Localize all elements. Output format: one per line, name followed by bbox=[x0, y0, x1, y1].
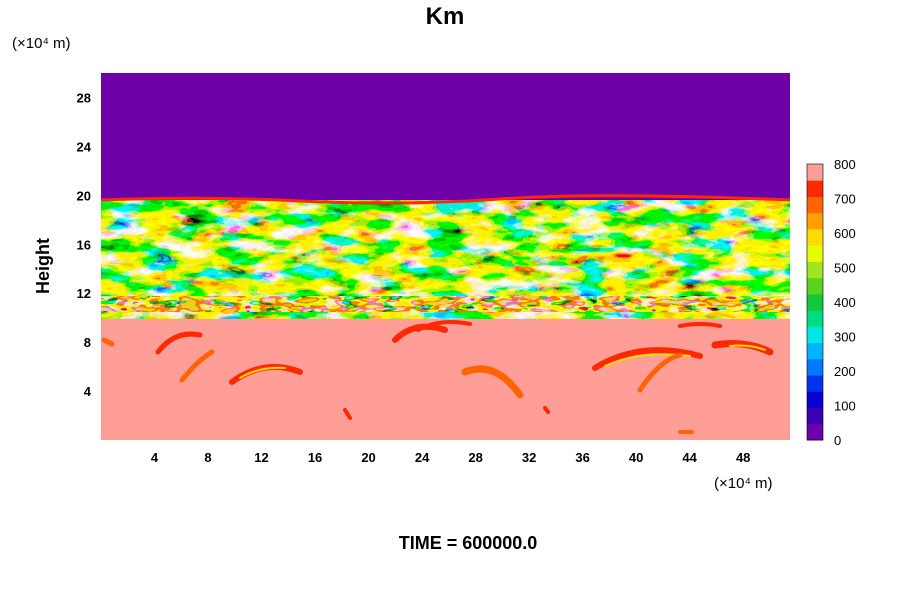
colorbar bbox=[806, 163, 824, 441]
colorbar-swatch bbox=[807, 391, 823, 409]
colorbar-swatch bbox=[807, 261, 823, 279]
colorbar-swatch bbox=[807, 358, 823, 376]
colorbar-label: 600 bbox=[834, 226, 856, 241]
colorbar-label: 700 bbox=[834, 192, 856, 207]
x-tick-label: 36 bbox=[575, 450, 589, 465]
y-axis-ticks: 4 8 12 16 20 24 28 bbox=[77, 90, 92, 399]
region-upper bbox=[101, 73, 790, 200]
y-tick-label: 8 bbox=[84, 335, 91, 350]
heatmap-plot bbox=[101, 73, 790, 440]
lower-streaks bbox=[101, 320, 774, 434]
colorbar-frame bbox=[806, 163, 824, 441]
x-tick-label: 12 bbox=[254, 450, 268, 465]
y-tick-label: 4 bbox=[84, 384, 92, 399]
colorbar-swatch bbox=[807, 277, 823, 295]
x-tick-label: 40 bbox=[629, 450, 643, 465]
colorbar-swatch bbox=[807, 293, 823, 311]
region-lower bbox=[101, 316, 790, 440]
colorbar-label: 200 bbox=[834, 364, 856, 379]
x-tick-label: 28 bbox=[468, 450, 482, 465]
y-tick-label: 28 bbox=[77, 90, 91, 105]
colorbar-swatch bbox=[807, 326, 823, 344]
y-unit-label: (×10⁴ m) bbox=[12, 35, 71, 52]
x-unit-label: (×10⁴ m) bbox=[714, 475, 773, 492]
colorbar-swatch bbox=[807, 423, 823, 441]
x-tick-label: 16 bbox=[308, 450, 322, 465]
time-label: TIME = 600000.0 bbox=[399, 533, 538, 553]
colorbar-label: 0 bbox=[834, 433, 841, 448]
colorbar-label: 100 bbox=[834, 399, 856, 414]
colorbar-label: 500 bbox=[834, 261, 856, 276]
x-tick-label: 20 bbox=[361, 450, 375, 465]
colorbar-label: 300 bbox=[834, 330, 856, 345]
colorbar-swatch bbox=[807, 245, 823, 262]
colorbar-swatch bbox=[807, 342, 823, 360]
colorbar-label: 800 bbox=[834, 157, 856, 172]
colorbar-swatch bbox=[807, 180, 823, 197]
colorbar-swatch bbox=[807, 164, 823, 181]
colorbar-swatch bbox=[807, 228, 823, 246]
x-tick-label: 4 bbox=[151, 450, 159, 465]
x-tick-label: 8 bbox=[204, 450, 211, 465]
colorbar-swatch bbox=[807, 375, 823, 392]
colorbar-swatch bbox=[807, 196, 823, 214]
y-tick-label: 24 bbox=[77, 139, 92, 154]
colorbar-swatch bbox=[807, 310, 823, 327]
region-band bbox=[101, 296, 790, 312]
colorbar-labels: 0 100 200 300 400 500 600 700 800 bbox=[834, 157, 856, 448]
colorbar-swatch bbox=[807, 212, 823, 230]
y-tick-label: 16 bbox=[77, 237, 91, 252]
y-tick-label: 12 bbox=[77, 286, 91, 301]
x-tick-label: 24 bbox=[415, 450, 430, 465]
x-tick-label: 44 bbox=[682, 450, 697, 465]
x-axis-ticks: 4 8 12 16 20 24 28 32 36 40 44 48 bbox=[151, 450, 751, 465]
top-boundary bbox=[101, 194, 790, 205]
y-axis-label: Height bbox=[33, 238, 53, 294]
x-tick-label: 32 bbox=[522, 450, 536, 465]
x-tick-label: 48 bbox=[736, 450, 750, 465]
colorbar-swatch bbox=[807, 407, 823, 425]
chart-title: Km bbox=[426, 3, 465, 30]
colorbar-label: 400 bbox=[834, 295, 856, 310]
y-tick-label: 20 bbox=[77, 188, 91, 203]
